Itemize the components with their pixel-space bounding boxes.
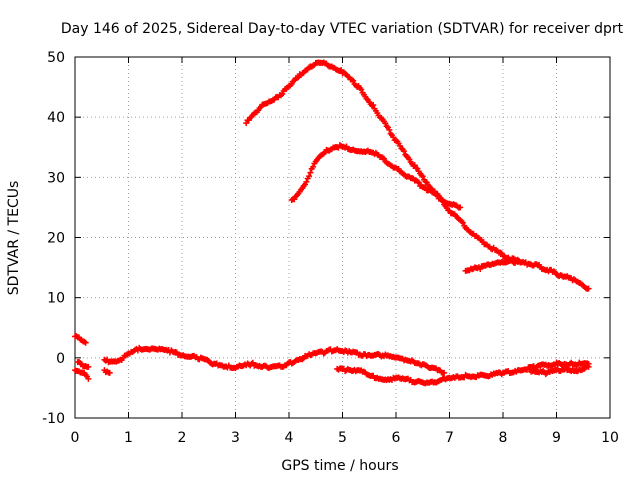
data-point <box>310 163 317 170</box>
data-point <box>306 173 313 180</box>
axes <box>74 56 611 419</box>
data-point <box>419 173 426 180</box>
data-point <box>401 148 408 155</box>
series-track-5 <box>72 367 92 382</box>
data-points <box>72 59 592 387</box>
x-axis-label: GPS time / hours <box>281 458 398 474</box>
data-point <box>415 179 422 186</box>
data-point <box>386 126 393 133</box>
grid <box>75 57 610 418</box>
data-point <box>358 86 365 93</box>
data-point <box>370 101 377 108</box>
x-tick-label: 4 <box>285 430 294 446</box>
data-point <box>85 363 92 370</box>
series-track-6 <box>74 358 92 371</box>
x-tick-label: 5 <box>338 430 347 446</box>
data-point <box>106 369 113 376</box>
data-point <box>457 204 464 211</box>
data-point <box>585 285 592 292</box>
series-track-10 <box>526 362 592 378</box>
x-tick-label: 10 <box>601 430 619 446</box>
series-track-7 <box>101 344 448 376</box>
x-tick-label: 1 <box>124 430 133 446</box>
series-track-8 <box>101 367 113 376</box>
x-tick-label: 8 <box>499 430 508 446</box>
data-point <box>82 339 89 346</box>
x-tick-label: 6 <box>392 430 401 446</box>
tick-labels: 0 1 2 3 4 5 6 7 8 9 10 -10 0 10 20 30 40 50 <box>42 50 619 446</box>
chart-title: Day 146 of 2025, Sidereal Day-to-day VTE… <box>61 21 624 37</box>
series-track-2 <box>288 142 464 211</box>
series-track-3 <box>462 257 592 292</box>
y-tick-label: 30 <box>47 170 65 186</box>
data-point <box>441 369 448 376</box>
series-track-9 <box>334 359 592 387</box>
y-tick-label: 0 <box>56 351 65 367</box>
y-tick-label: 10 <box>47 291 65 307</box>
x-tick-label: 2 <box>178 430 187 446</box>
data-point <box>350 77 357 84</box>
x-tick-label: 0 <box>71 430 80 446</box>
y-tick-label: 40 <box>47 110 65 126</box>
data-point <box>307 169 314 176</box>
y-tick-label: 20 <box>47 231 65 247</box>
series-track-1 <box>243 59 523 265</box>
x-tick-label: 7 <box>445 430 454 446</box>
y-tick-label: -10 <box>42 411 65 427</box>
data-point <box>303 178 310 185</box>
x-tick-label: 3 <box>231 430 240 446</box>
series-track-4 <box>72 333 89 346</box>
y-axis-label: SDTVAR / TECUs <box>6 181 22 296</box>
data-point <box>585 363 592 370</box>
data-point <box>279 90 286 97</box>
y-tick-label: 50 <box>47 50 65 66</box>
data-point <box>85 375 92 382</box>
x-tick-label: 9 <box>552 430 561 446</box>
